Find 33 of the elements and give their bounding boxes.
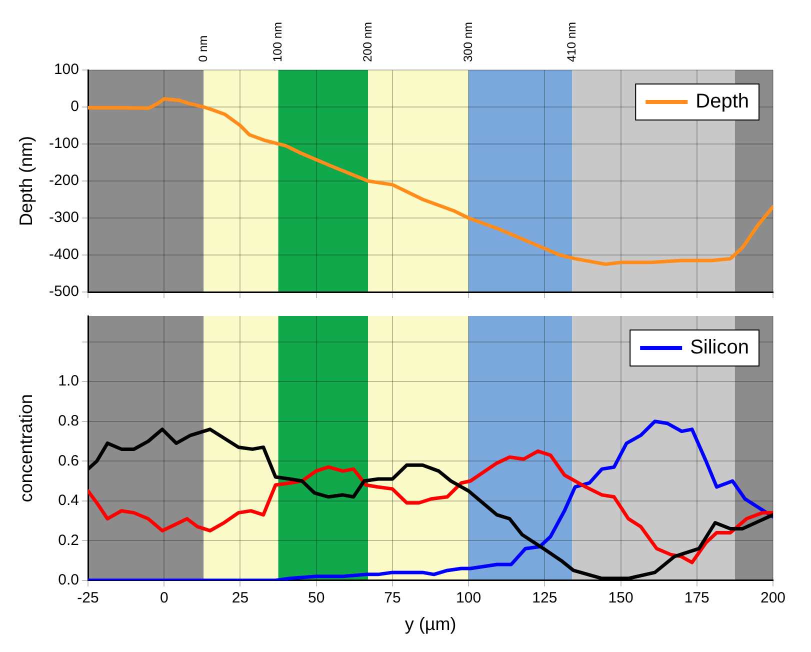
band-label: 200 nm — [360, 22, 374, 62]
x-tick-label: 25 — [232, 590, 249, 607]
y-tick-label: -400 — [48, 246, 79, 264]
band-label: 0 nm — [196, 35, 210, 62]
band-label: 410 nm — [564, 22, 578, 62]
x-axis-title: y (µm) — [404, 614, 456, 634]
legend-label: Depth — [696, 90, 750, 113]
y-axis-title: Depth (nm) — [16, 136, 36, 226]
band-label: 300 nm — [460, 22, 475, 62]
x-tick-label: 125 — [532, 590, 558, 607]
x-tick-label: -25 — [77, 590, 99, 607]
x-tick-label: 100 — [456, 590, 482, 607]
y-tick-label: 0.2 — [58, 532, 79, 549]
y-tick-label: 0.0 — [58, 572, 79, 589]
y-tick-label: -200 — [48, 172, 79, 190]
y-tick-label: 0 — [70, 98, 79, 116]
y-tick-label: 0.6 — [58, 452, 79, 470]
band-label: 100 nm — [270, 22, 285, 62]
y-tick-label: -500 — [48, 283, 79, 300]
x-tick-label: 0 — [160, 590, 168, 607]
y-tick-label: -100 — [48, 135, 79, 152]
legend-label: Silicon — [690, 336, 750, 359]
x-tick-label: 150 — [608, 590, 634, 607]
y-tick-label: 0.8 — [58, 412, 79, 430]
y-tick-label: 1.0 — [58, 372, 79, 390]
y-tick-label: 0.4 — [58, 492, 79, 510]
x-tick-label: 75 — [384, 590, 401, 607]
x-tick-label: 175 — [684, 590, 710, 607]
x-tick-label: 200 — [760, 590, 786, 607]
y-tick-label: -300 — [48, 209, 79, 226]
y-axis-title: concentration — [16, 394, 36, 502]
x-tick-label: 50 — [308, 590, 325, 607]
y-tick-label: 100 — [54, 61, 79, 78]
